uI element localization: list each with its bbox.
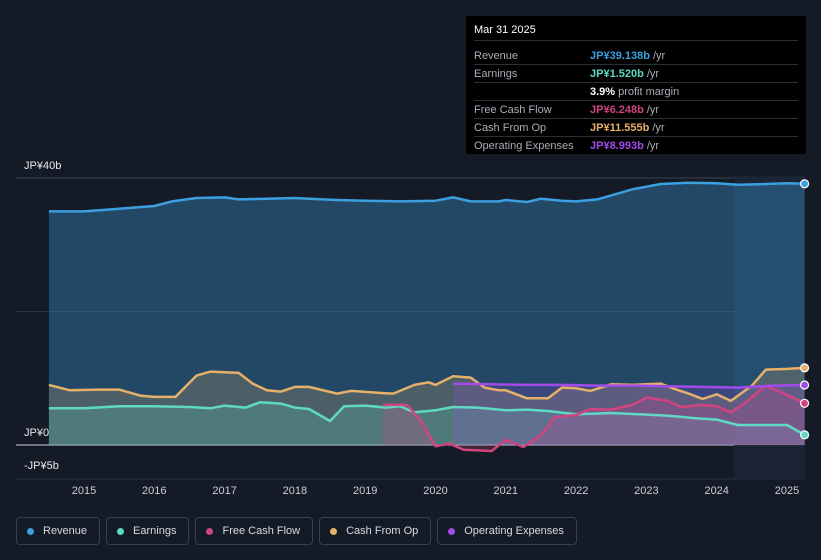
- y-tick-label-bottom: -JP¥5b: [24, 460, 59, 472]
- legend-label: Revenue: [43, 525, 88, 537]
- x-tick-label: 2021: [493, 485, 519, 497]
- y-tick-label-top: JP¥40b: [24, 160, 62, 172]
- tooltip-row-unit: /yr: [652, 121, 665, 134]
- tooltip-date: Mar 31 2025: [474, 24, 798, 41]
- legend: Revenue Earnings Free Cash Flow Cash From O…: [16, 517, 577, 545]
- tooltip-row: Earnings JP¥1.520b/yr: [474, 65, 798, 83]
- legend-dot-icon: [206, 527, 214, 535]
- earnings-area: [48, 402, 805, 445]
- operating-expenses-line: [453, 382, 805, 389]
- tooltip-row-value: JP¥8.993b: [590, 139, 644, 152]
- tooltip-row-value: JP¥39.138b: [590, 49, 650, 62]
- revenue-line: [48, 181, 805, 213]
- legend-item-free-cash-flow[interactable]: Free Cash Flow: [195, 517, 314, 545]
- free-cash-flow-area: [382, 385, 805, 451]
- tooltip-row-value: JP¥11.555b: [590, 121, 650, 134]
- operating-expenses-endpoint: [799, 380, 810, 390]
- tooltip-row-label: Operating Expenses: [474, 139, 574, 152]
- tooltip-row: 3.9% profit margin: [474, 83, 798, 101]
- legend-label: Free Cash Flow: [222, 525, 301, 537]
- tooltip-row-unit: /yr: [646, 139, 660, 152]
- tooltip-row: Operating Expenses JP¥8.993b/yr: [474, 137, 798, 154]
- legend-label: Cash From Op: [346, 525, 419, 537]
- legend-dot-icon: [330, 527, 338, 535]
- tooltip-row-unit: profit margin: [618, 85, 680, 98]
- legend-dot-icon: [27, 527, 34, 535]
- x-tick-label: 2018: [282, 485, 308, 497]
- legend-label: Earnings: [133, 525, 177, 537]
- free-cash-flow-endpoint: [799, 398, 810, 408]
- cash-from-op-endpoint: [799, 363, 810, 373]
- tooltip-row-unit: /yr: [646, 67, 660, 80]
- tooltip-row-value: JP¥6.248b: [590, 103, 644, 116]
- tooltip-row-label: Earnings: [474, 67, 518, 80]
- tooltip-row-value: JP¥1.520b: [590, 67, 644, 80]
- x-tick-label: 2016: [142, 485, 167, 497]
- x-tick-label: 2025: [774, 485, 800, 497]
- chart-canvas: [16, 176, 810, 480]
- legend-item-cash-from-op[interactable]: Cash From Op: [319, 517, 432, 545]
- tooltip-row-unit: /yr: [646, 103, 660, 116]
- x-tick-label: 2015: [71, 485, 97, 497]
- tooltip-row-unit: /yr: [652, 49, 666, 62]
- legend-dot-icon: [117, 527, 125, 535]
- earnings-endpoint: [799, 430, 810, 440]
- y-tick-label-zero: JP¥0: [24, 427, 50, 439]
- tooltip-row: Revenue JP¥39.138b/yr: [474, 47, 798, 65]
- legend-item-revenue[interactable]: Revenue: [16, 517, 101, 545]
- free-cash-flow-line: [382, 384, 806, 453]
- legend-dot-icon: [448, 527, 456, 535]
- x-tick-label: 2017: [212, 485, 237, 497]
- tooltip-row-value: 3.9%: [590, 85, 616, 98]
- legend-item-operating-expenses[interactable]: Operating Expenses: [437, 517, 577, 545]
- earnings-line: [48, 401, 806, 436]
- tooltip-row: Free Cash Flow JP¥6.248b/yr: [474, 101, 798, 119]
- tooltip-row: Cash From Op JP¥11.555b/yr: [474, 119, 798, 137]
- tooltip-row-label: Revenue: [474, 49, 519, 62]
- cash-from-op-line: [48, 366, 805, 403]
- revenue-endpoint: [799, 179, 810, 189]
- legend-item-earnings[interactable]: Earnings: [106, 517, 190, 545]
- x-tick-label: 2022: [563, 485, 589, 497]
- tooltip-row-label: Free Cash Flow: [474, 103, 552, 116]
- x-tick-label: 2023: [634, 485, 659, 497]
- x-tick-label: 2024: [704, 485, 729, 497]
- legend-label: Operating Expenses: [464, 525, 564, 537]
- x-tick-label: 2020: [423, 485, 448, 497]
- cash-from-op-area: [48, 367, 805, 445]
- tooltip-row-label: Cash From Op: [474, 121, 547, 134]
- revenue-area: [48, 182, 805, 445]
- x-tick-label: 2019: [352, 485, 378, 497]
- tooltip-panel: Mar 31 2025 Revenue JP¥39.138b/yr Earnings…: [466, 16, 806, 154]
